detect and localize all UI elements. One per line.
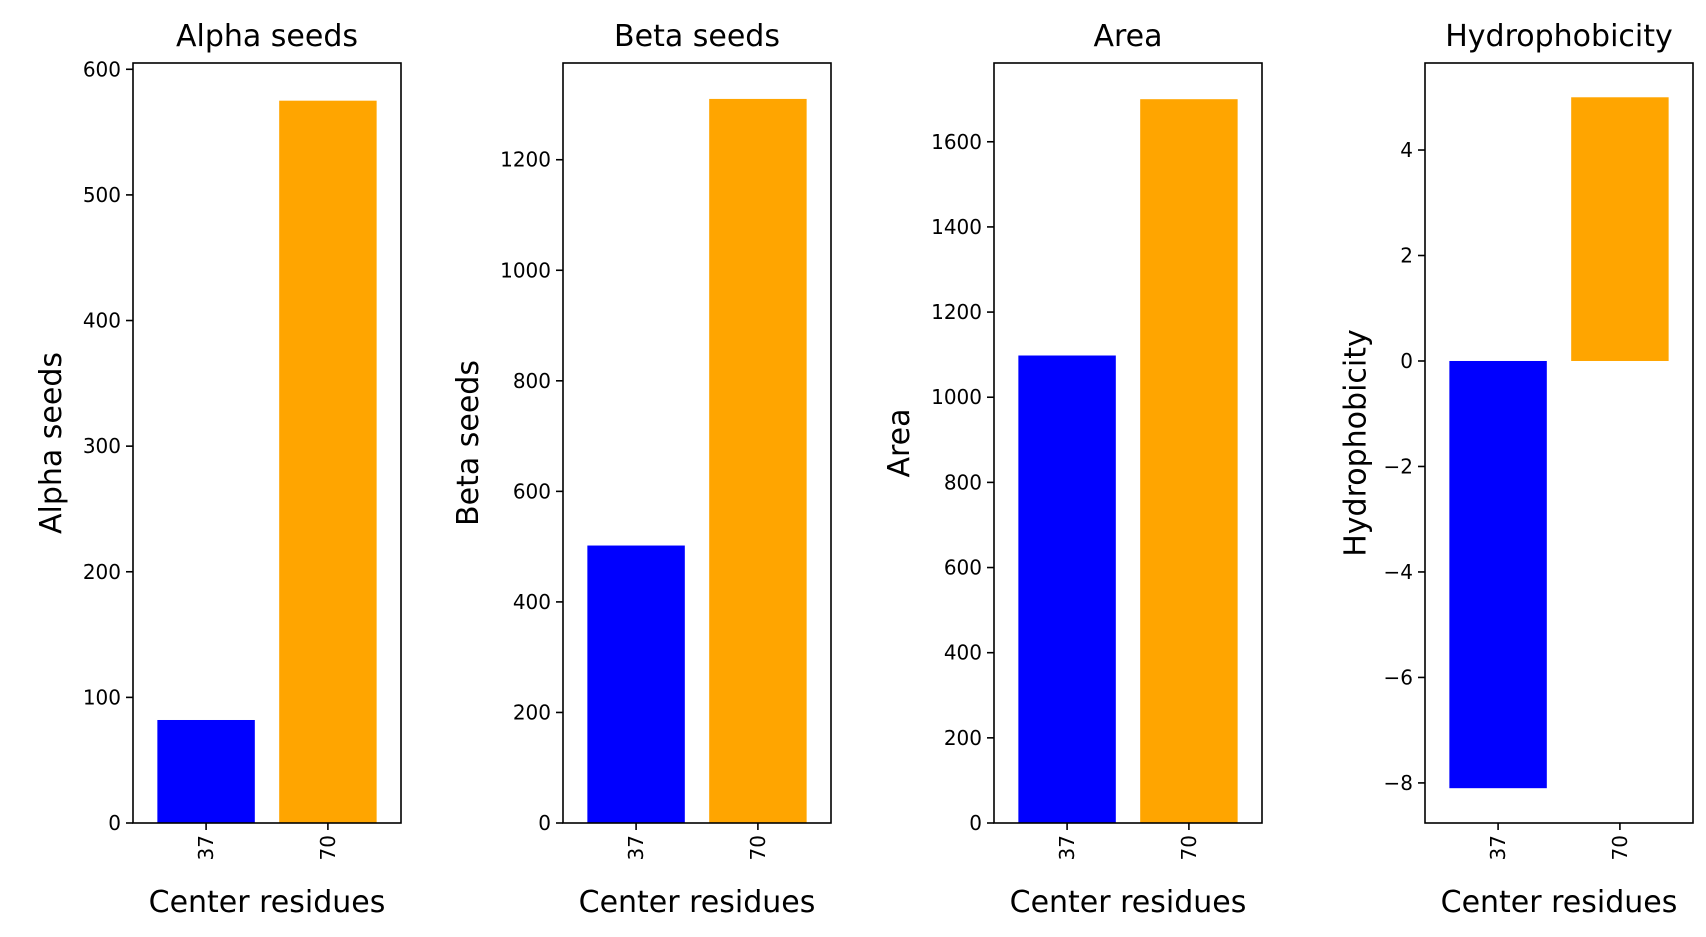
- bar-70: [1571, 97, 1669, 361]
- bar-70: [1140, 99, 1238, 823]
- x-tick-label: 70: [1177, 835, 1201, 860]
- y-axis-label: Area: [882, 408, 917, 477]
- chart-title: Alpha seeds: [176, 19, 358, 54]
- y-tick-label: −4: [1384, 560, 1413, 584]
- y-tick-label: 400: [513, 590, 551, 614]
- x-tick-label: 70: [316, 835, 340, 860]
- bar-37: [1449, 360, 1547, 789]
- y-tick-label: 400: [944, 641, 982, 665]
- x-tick-label: 70: [1608, 835, 1632, 860]
- y-tick-label: 0: [1400, 349, 1413, 373]
- y-axis-label: Beta seeds: [451, 360, 486, 526]
- y-tick-label: 600: [83, 57, 121, 81]
- x-axis-label: Center residues: [149, 885, 386, 920]
- chart-title: Hydrophobicity: [1445, 19, 1673, 54]
- x-tick-label: 37: [1055, 835, 1079, 860]
- y-tick-label: 200: [83, 560, 121, 584]
- x-tick-label: 70: [746, 835, 770, 860]
- y-tick-label: 0: [969, 811, 982, 835]
- x-axis-label: Center residues: [1010, 885, 1247, 920]
- bar-37: [587, 545, 685, 823]
- x-axis-label: Center residues: [1441, 885, 1678, 920]
- y-tick-label: 500: [83, 183, 121, 207]
- y-tick-label: 2: [1400, 244, 1413, 268]
- chart-title: Beta seeds: [614, 19, 780, 54]
- y-tick-label: 800: [513, 369, 551, 393]
- bar-70: [709, 98, 807, 824]
- y-tick-label: 600: [513, 479, 551, 503]
- x-tick-label: 37: [624, 835, 648, 860]
- bar-70: [279, 100, 377, 823]
- y-tick-label: 800: [944, 470, 982, 494]
- chart-panel-2: 37 70 0 200 400 600 800 1000 1200 Beta seeds Cente…: [451, 19, 832, 920]
- x-tick-label: 37: [1486, 835, 1510, 860]
- chart-panel-4: 37 70 −8 −6 −4 −2 0 2 4 Hydrophobicity Center resi…: [1339, 19, 1694, 920]
- bar-37: [157, 719, 255, 823]
- x-tick-label: 37: [194, 835, 218, 860]
- y-tick-label: 600: [944, 556, 982, 580]
- y-tick-label: −8: [1384, 771, 1413, 795]
- y-tick-label: −2: [1384, 454, 1413, 478]
- y-tick-label: 1200: [500, 148, 551, 172]
- y-tick-label: 4: [1400, 138, 1413, 162]
- y-tick-label: 1000: [500, 258, 551, 282]
- chart-panel-1: 37 70 0 100 200 300 400 500 600 Alpha seeds Center…: [34, 19, 402, 920]
- chart-panel-3: 37 70 0 200 400 600 800 1000 1200 1400 1600 Area Cen…: [882, 19, 1263, 920]
- y-tick-label: −6: [1384, 665, 1413, 689]
- y-tick-label: 300: [83, 434, 121, 458]
- axes-frame: [562, 62, 832, 824]
- y-tick-label: 0: [538, 811, 551, 835]
- y-tick-label: 1200: [931, 300, 982, 324]
- x-axis-label: Center residues: [579, 885, 816, 920]
- y-axis-label: Hydrophobicity: [1339, 329, 1374, 557]
- y-tick-label: 100: [83, 685, 121, 709]
- bar-37: [1018, 355, 1116, 823]
- chart-title: Area: [1093, 19, 1162, 54]
- y-tick-label: 1600: [931, 130, 982, 154]
- y-tick-label: 400: [83, 309, 121, 333]
- axes-frame: [993, 62, 1263, 824]
- y-tick-label: 1000: [931, 385, 982, 409]
- axes-frame: [1424, 62, 1694, 824]
- y-tick-label: 200: [944, 726, 982, 750]
- y-tick-label: 200: [513, 700, 551, 724]
- y-axis-label: Alpha seeds: [34, 352, 69, 534]
- y-tick-label: 0: [108, 811, 121, 835]
- axes-frame: [132, 62, 402, 824]
- y-tick-label: 1400: [931, 215, 982, 239]
